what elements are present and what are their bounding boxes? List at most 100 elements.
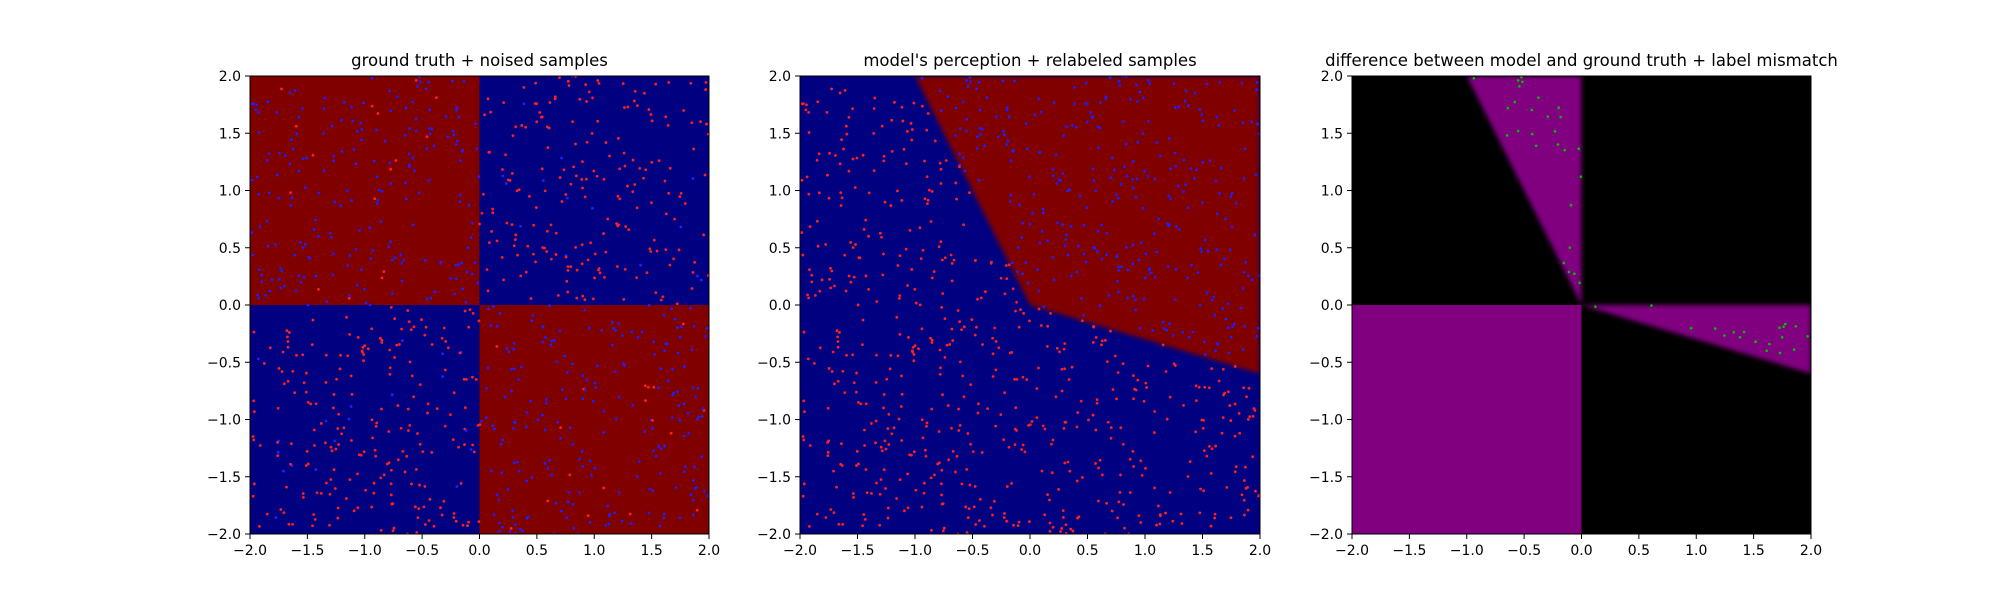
sample-point [489,324,493,327]
sample-point [531,313,535,317]
sample-point [1091,340,1095,344]
sample-point [1063,367,1067,371]
sample-point [368,226,372,230]
sample-point [370,327,374,331]
sample-point [1078,194,1082,198]
sample-point [958,127,962,130]
sample-point [856,303,860,307]
sample-point [1128,491,1132,494]
sample-point [1167,194,1171,198]
sample-point [1250,120,1253,124]
sample-point [285,329,289,333]
sample-point [1215,212,1219,216]
sample-point [1208,444,1211,448]
sample-point [1070,124,1074,127]
sample-point [530,319,534,323]
sample-point [602,232,606,235]
sample-point [1059,178,1063,182]
sample-point [1188,460,1192,464]
sample-point [490,230,493,233]
sample-point [653,353,656,356]
sample-point [940,482,943,486]
sample-point [541,324,545,328]
sample-point [1064,238,1068,242]
sample-point [699,278,703,282]
sample-point [965,531,969,534]
sample-point [1048,529,1052,533]
sample-point [969,383,973,387]
sample-point [442,326,446,330]
sample-point [1537,96,1540,99]
sample-point [682,402,686,406]
sample-point [1225,485,1229,489]
sample-point [1241,287,1245,290]
sample-point [389,109,393,113]
sample-point [617,395,621,399]
sample-point [952,258,956,262]
sample-point [879,478,883,481]
sample-point [558,329,562,333]
sample-point [865,491,869,495]
sample-point [1124,245,1128,249]
sample-point [1738,335,1742,339]
sample-point [457,115,460,119]
sample-point [1141,206,1145,210]
sample-point [1232,322,1236,326]
sample-point [401,339,404,342]
sample-point [899,374,903,378]
sample-point [896,354,900,358]
sample-point [847,115,851,119]
sample-point [332,159,335,163]
sample-point [565,196,569,200]
sample-point [829,508,833,511]
sample-point [1093,246,1097,250]
sample-point [315,491,319,495]
scatter-layer [250,76,709,534]
sample-point [444,340,448,343]
sample-point [851,492,855,495]
sample-point [1004,264,1008,267]
sample-point [1242,270,1246,274]
sample-point [678,516,682,520]
sample-point [408,360,412,364]
sample-point [1132,294,1135,298]
sample-point [1144,466,1147,470]
sample-point [323,96,327,100]
sample-point [990,260,993,264]
sample-point [393,356,396,359]
sample-point [413,169,416,173]
sample-point [484,387,488,390]
sample-point [505,221,509,225]
sample-point [515,189,519,193]
sample-point [882,406,885,410]
sample-point [851,246,855,249]
sample-point [379,476,383,480]
sample-point [1013,443,1017,447]
sample-point [1221,367,1225,371]
sample-point [309,402,313,406]
sample-point [978,519,981,522]
sample-point [1028,319,1031,323]
sample-point [897,296,901,300]
sample-point [1073,86,1076,89]
sample-point [390,258,394,262]
sample-point [421,450,425,454]
sample-point [690,287,694,290]
sample-point [691,177,695,180]
sample-point [1199,487,1202,491]
sample-point [608,513,611,516]
sample-point [841,522,845,526]
sample-point [851,107,854,111]
sample-point [380,276,384,280]
sample-point [940,493,943,497]
sample-point [487,307,490,311]
sample-point [356,336,360,339]
sample-point [593,252,597,256]
sample-point [923,197,927,201]
sample-point [946,95,950,99]
sample-point [878,231,882,235]
sample-point [1255,81,1259,84]
sample-point [896,264,900,267]
sample-point [659,298,663,302]
sample-point [1066,460,1070,464]
